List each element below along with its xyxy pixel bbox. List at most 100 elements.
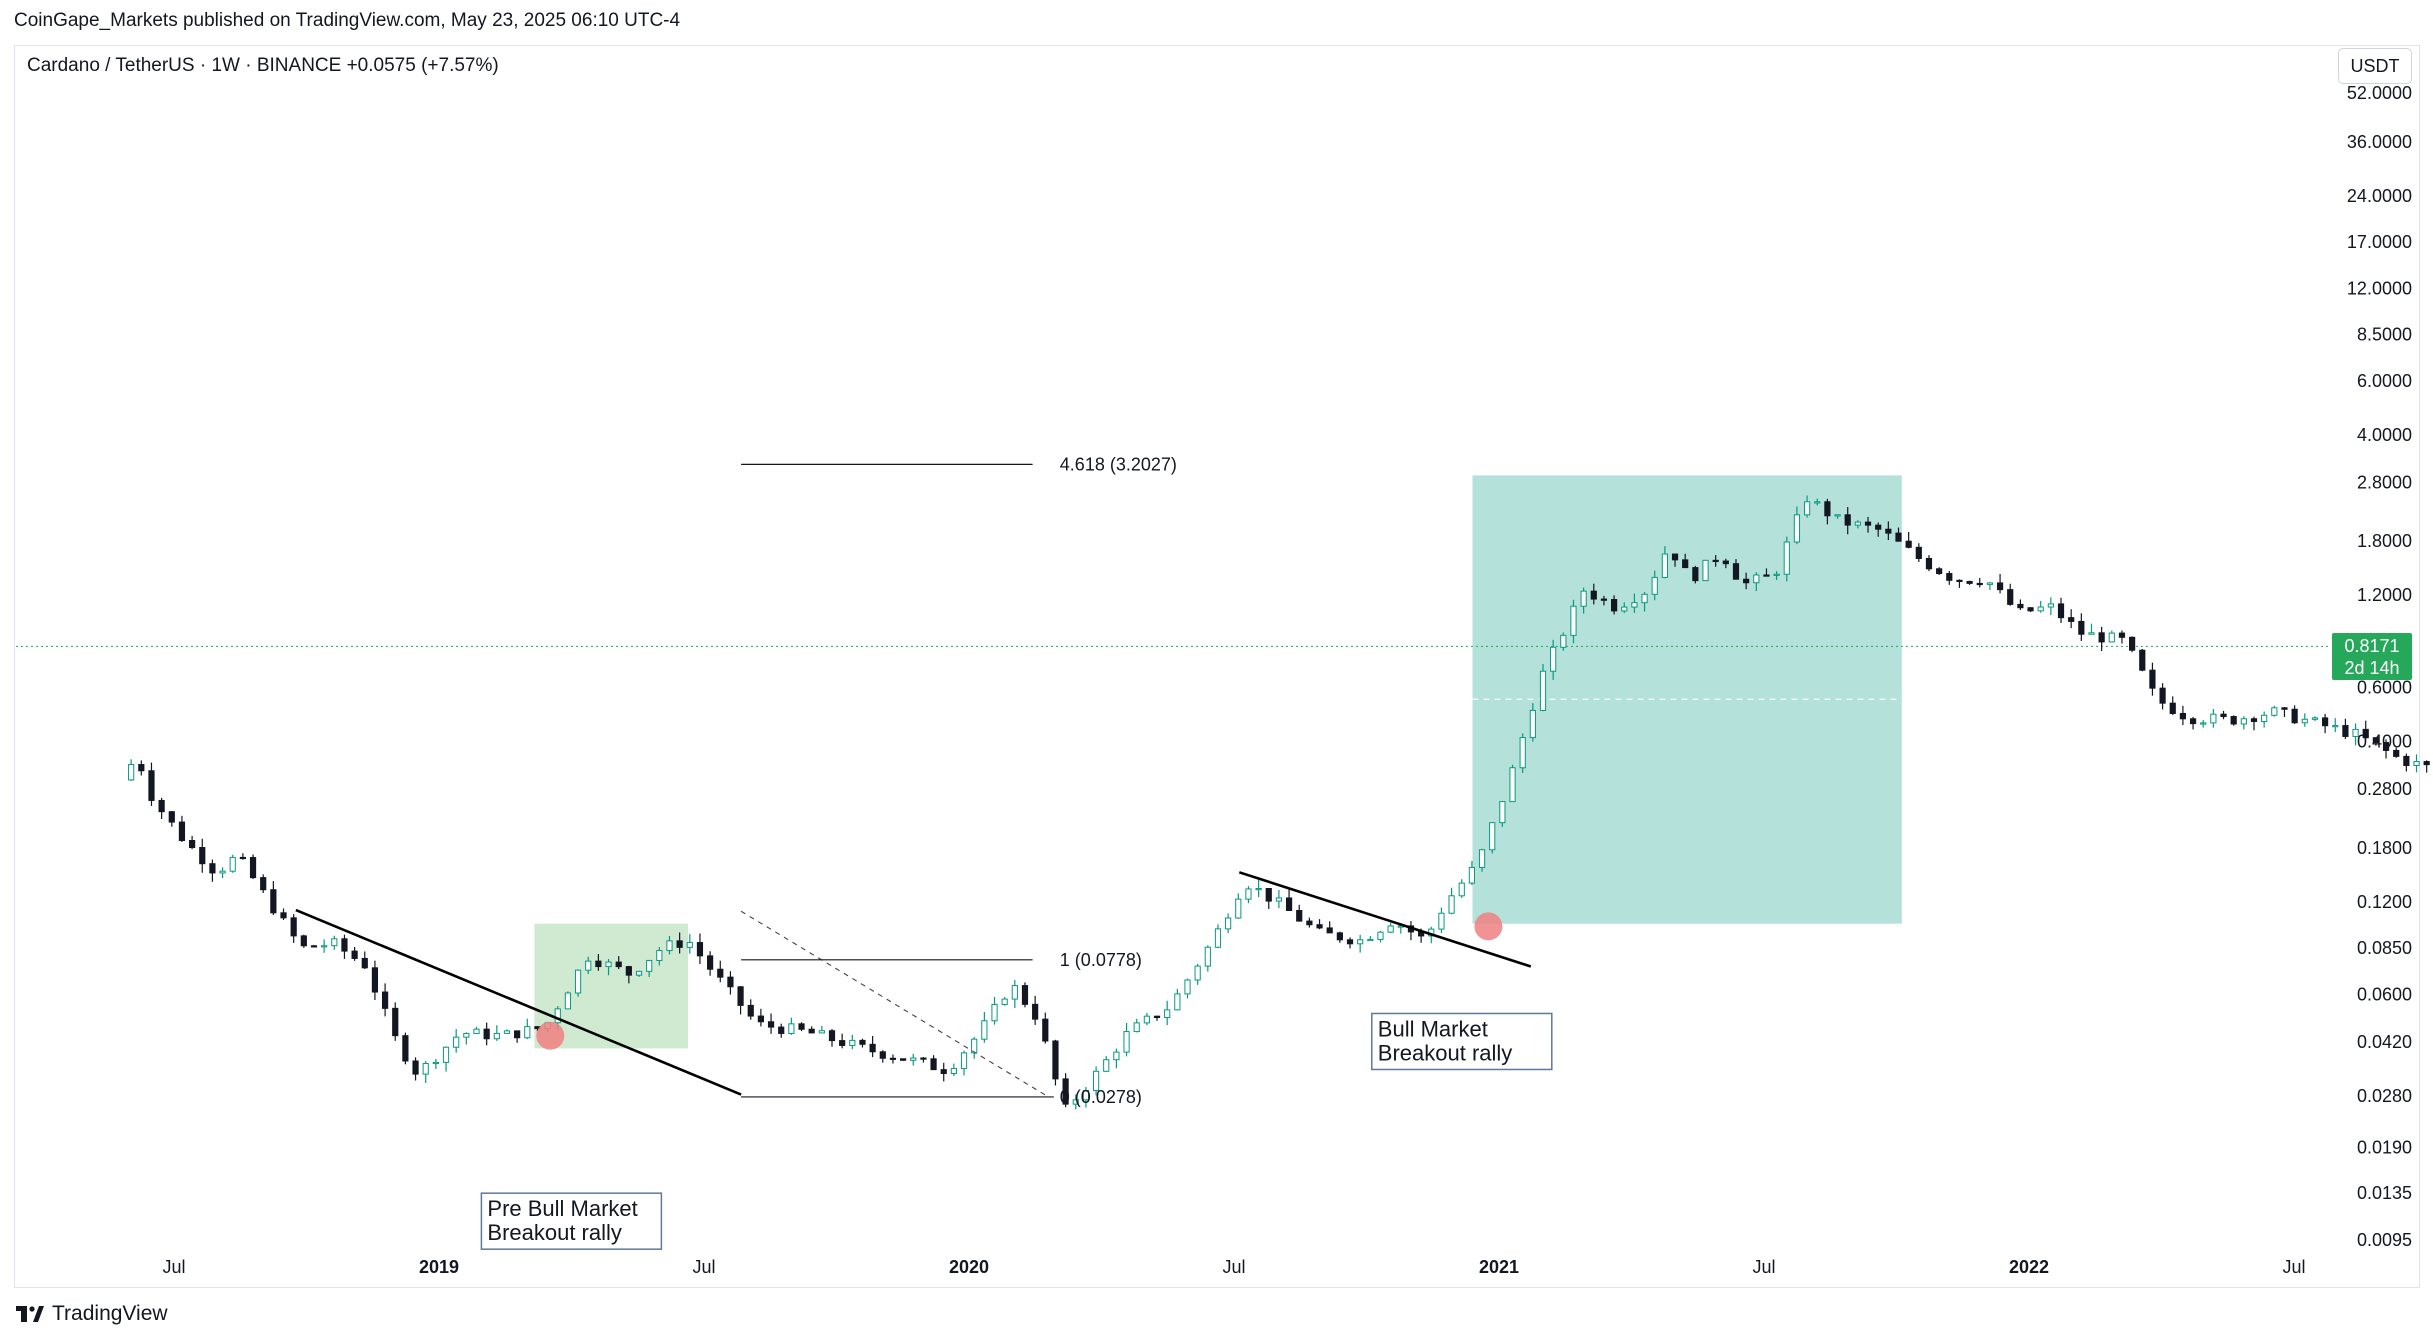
candle-224 [2393, 747, 2400, 758]
symbol-legend[interactable]: Cardano / TetherUS · 1W · BINANCE +0.057… [27, 55, 499, 76]
candle-54 [666, 935, 673, 955]
candle-191 [2057, 597, 2065, 624]
candle-body [2372, 737, 2379, 744]
candle-body [1316, 924, 1323, 929]
candle-178 [1925, 555, 1933, 572]
candle-body [1783, 541, 1790, 575]
candle-221 [2362, 720, 2369, 740]
candle-91 [1042, 1012, 1049, 1044]
candle-body [503, 1030, 511, 1034]
fib-level-label-1: 4.618 (3.2027) [1060, 454, 1177, 474]
candle-body [1153, 1015, 1161, 1019]
candle-74 [869, 1035, 876, 1058]
candle-139 [1529, 703, 1536, 742]
candle-body [1103, 1059, 1110, 1072]
candle-172 [1864, 516, 1872, 533]
candle-body [432, 1061, 439, 1065]
candle-body [2068, 617, 2075, 622]
candle-183 [1976, 577, 1983, 588]
candle-79 [920, 1057, 927, 1063]
y-tick-label-3: 24.0000 [2347, 186, 2412, 206]
candle-body [412, 1060, 419, 1075]
candle-162 [1763, 568, 1770, 577]
candle-197 [2118, 630, 2126, 644]
candle-108 [1214, 924, 1222, 949]
candle-body [199, 847, 206, 865]
candle-137 [1509, 764, 1516, 803]
candle-body [1976, 582, 1983, 586]
candle-body [209, 863, 216, 874]
candle-body [971, 1038, 978, 1054]
candle-190 [2047, 597, 2054, 616]
candle-body [2027, 607, 2034, 612]
candle-195 [2098, 626, 2105, 652]
candle-body [798, 1023, 805, 1030]
fib-level-label-2: 1 (0.0778) [1060, 950, 1142, 970]
candle-119 [1326, 921, 1333, 934]
candle-body [1285, 897, 1293, 912]
candle-164 [1783, 536, 1790, 582]
candle-194 [2088, 623, 2095, 635]
candle-78 [910, 1053, 917, 1066]
candle-body [2382, 742, 2390, 751]
candle-72 [849, 1034, 856, 1050]
candle-83 [960, 1050, 968, 1076]
candle-21 [331, 935, 338, 950]
chart-frame [14, 45, 2420, 1288]
candle-113 [1265, 888, 1272, 909]
candle-16 [280, 908, 287, 921]
candle-body [839, 1040, 846, 1046]
candle-body [422, 1063, 429, 1075]
candle-body [1164, 1009, 1171, 1019]
candle-26 [381, 983, 389, 1017]
candle-185 [1996, 573, 2004, 594]
candle-body [747, 1004, 754, 1017]
candle-body [1336, 932, 1343, 941]
candle-40 [524, 1018, 531, 1040]
currency-button[interactable]: USDT [2338, 48, 2412, 84]
candle-body [1489, 822, 1496, 851]
candle-body [463, 1033, 470, 1038]
candle-body [1092, 1070, 1100, 1092]
candle-body [940, 1069, 947, 1074]
candle-188 [2027, 607, 2034, 613]
candle-body [1773, 573, 1780, 576]
candle-146 [1600, 595, 1608, 606]
candle-body [696, 942, 704, 957]
candle-body [1580, 590, 1587, 607]
candle-145 [1590, 583, 1597, 605]
candle-225 [2403, 753, 2410, 772]
candle-body [2230, 716, 2237, 725]
y-tick-label-12: 0.6000 [2357, 678, 2412, 698]
candle-body [1712, 559, 1719, 563]
annotation-line2-2: Breakout rally [1378, 1040, 1513, 1065]
y-tick-label-17: 0.0850 [2357, 938, 2412, 958]
candle-97 [1103, 1056, 1110, 1073]
candle-body [1631, 602, 1638, 608]
candle-100 [1133, 1018, 1140, 1033]
candle-149 [1631, 593, 1638, 613]
candle-body [280, 912, 287, 919]
candle-81 [940, 1062, 947, 1082]
candle-body [1986, 582, 1994, 585]
bar-countdown: 2d 14h [2344, 658, 2400, 678]
candle-111 [1245, 886, 1252, 904]
candle-75 [879, 1050, 886, 1063]
candle-105 [1184, 978, 1191, 999]
candle-73 [859, 1038, 866, 1048]
candle-205 [2200, 719, 2207, 728]
candle-25 [371, 960, 379, 1001]
candle-135 [1489, 822, 1496, 854]
x-tick-label-5: Jul [1222, 1257, 1245, 1277]
candle-132 [1458, 879, 1465, 898]
candle-body [1803, 501, 1811, 516]
candle-body [1854, 521, 1861, 526]
candle-69 [818, 1025, 825, 1034]
candle-60 [727, 971, 734, 995]
candle-body [2362, 728, 2369, 739]
candle-body [1682, 559, 1689, 569]
candle-body [1326, 927, 1333, 934]
tradingview-brand[interactable]: TradingView [16, 1302, 168, 1326]
candle-body [1946, 573, 1953, 581]
